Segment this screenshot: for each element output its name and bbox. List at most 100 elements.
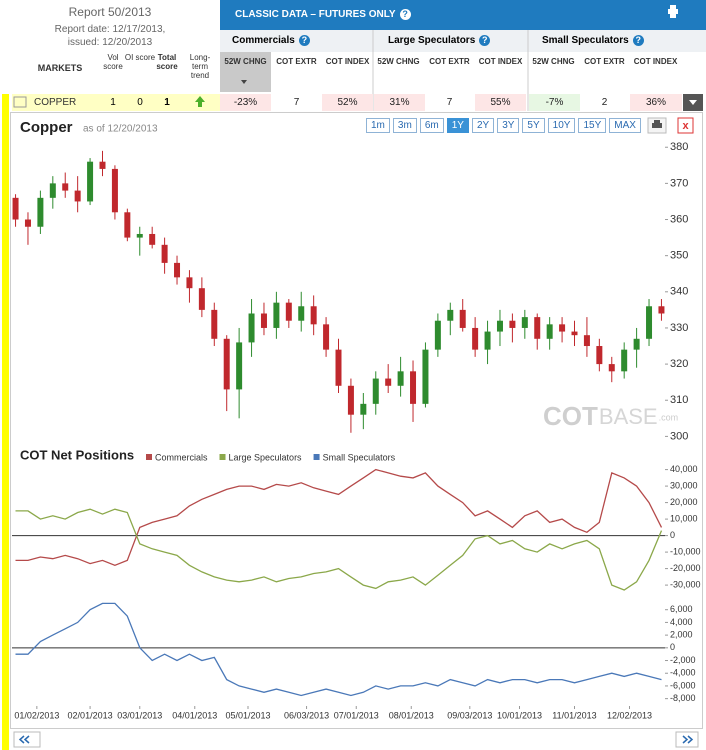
range-button[interactable]: 1m: [366, 118, 390, 133]
range-button[interactable]: MAX: [609, 118, 641, 133]
range-button[interactable]: 5Y: [522, 118, 545, 133]
column-header: Vol score: [103, 53, 123, 71]
x-tick-label: 03/01/2013: [117, 710, 162, 720]
y-tick-label: 340: [670, 286, 688, 298]
candle-body: [447, 309, 454, 321]
y-tick-label: -6,000: [670, 680, 696, 690]
column-header: Long-term trend: [189, 53, 211, 80]
candle-body: [260, 313, 267, 328]
y-tick-label: 6,000: [670, 604, 693, 614]
column-header[interactable]: COT INDEX: [325, 57, 370, 66]
candle-body: [248, 313, 255, 343]
help-icon[interactable]: ?: [479, 35, 491, 46]
x-tick-label: 08/01/2013: [389, 710, 434, 720]
candle-body: [124, 212, 131, 238]
candle-body: [658, 306, 665, 314]
print-icon: [668, 5, 678, 18]
next-glyph: [682, 735, 694, 744]
banner-title: CLASSIC DATA – FUTURES ONLY: [235, 9, 396, 20]
selection-bar: [2, 94, 9, 750]
group-name: Large Speculators: [388, 35, 476, 46]
column-header[interactable]: COT EXTR: [276, 57, 317, 66]
series-line: [15, 468, 663, 566]
legend-label: Small Speculators: [323, 452, 396, 462]
candle-body: [111, 168, 118, 213]
range-button[interactable]: 10Y: [547, 118, 576, 133]
close-button[interactable]: [677, 117, 694, 134]
legend-swatch: [219, 454, 226, 460]
candle-body: [459, 309, 466, 328]
column-header[interactable]: COT EXTR: [584, 57, 625, 66]
candle-body: [347, 385, 354, 415]
series-line: [15, 508, 663, 591]
x-tick-label: 01/02/2013: [14, 710, 59, 720]
candle-body: [186, 277, 193, 289]
range-button[interactable]: 15Y: [578, 118, 607, 133]
candle-body: [434, 320, 441, 350]
x-tick-label: 12/02/2013: [607, 710, 652, 720]
x-tick-label: 11/01/2013: [552, 710, 596, 720]
close-glyph: x: [682, 120, 689, 132]
market-name[interactable]: COPPER: [34, 97, 77, 108]
legend-label: Commercials: [155, 452, 208, 462]
watermark: COT: [543, 401, 598, 431]
candle-body: [149, 233, 156, 245]
column-header[interactable]: COT INDEX: [478, 57, 523, 66]
y-tick-label: -4,000: [670, 668, 696, 678]
score: 1: [164, 97, 170, 108]
series-line: [15, 602, 662, 697]
help-icon[interactable]: ?: [298, 35, 310, 46]
candle-body: [24, 219, 31, 227]
watermark: .com: [659, 412, 679, 422]
help-icon[interactable]: ?: [399, 9, 411, 20]
watermark: BASE: [599, 404, 658, 429]
candle-body: [49, 183, 56, 198]
candle-body: [596, 346, 603, 365]
range-button[interactable]: 2Y: [471, 118, 495, 133]
candle-body: [323, 324, 330, 350]
column-header[interactable]: 52W CHNG: [377, 57, 420, 66]
prev-button[interactable]: [13, 731, 41, 748]
candle-body: [62, 183, 69, 191]
candle-body: [472, 327, 479, 350]
x-tick-label: 07/01/2013: [334, 710, 379, 720]
print-glyph: [652, 120, 662, 128]
y-tick-label: -2,000: [670, 655, 696, 665]
x-tick-label: 06/03/2013: [284, 710, 329, 720]
range-button[interactable]: 6m: [419, 118, 444, 133]
y-tick-label: 330: [670, 322, 688, 334]
column-header[interactable]: COT INDEX: [633, 57, 678, 66]
legend-swatch: [313, 454, 320, 460]
score: 1: [110, 97, 116, 108]
y-tick-label: 310: [670, 394, 688, 406]
candle-body: [410, 371, 417, 404]
chart-frame: [10, 112, 703, 729]
banner-bg: [220, 0, 706, 30]
cell: 52%: [322, 94, 373, 111]
dropdown-arrow: [689, 100, 697, 105]
column-header[interactable]: 52W CHNG: [532, 57, 575, 66]
range-button[interactable]: 1Y: [446, 118, 469, 133]
range-buttons: 1m 3m 6m 1Y 2Y 3Y 5Y 10Y 15Y MAX: [366, 118, 644, 133]
help-icon[interactable]: ?: [632, 35, 644, 46]
score: 0: [137, 97, 143, 108]
candle-body: [385, 378, 392, 386]
cell: 2: [601, 97, 608, 108]
column-header[interactable]: COT EXTR: [429, 57, 470, 66]
y-tick-label: 0: [670, 530, 675, 540]
candle-body: [360, 403, 367, 415]
y-tick-label: 300: [670, 430, 688, 442]
column-header[interactable]: 52W CHNG: [224, 57, 267, 66]
range-button[interactable]: 3Y: [497, 118, 520, 133]
candle-body: [198, 288, 205, 310]
candle-body: [87, 161, 94, 202]
y-tick-label: 40,000: [670, 464, 698, 474]
y-tick-label: -10,000: [670, 546, 701, 556]
candle-body: [583, 335, 590, 347]
group-header: Large Speculators?: [388, 35, 491, 46]
candle-body: [335, 349, 342, 386]
x-tick-label: 02/01/2013: [68, 710, 113, 720]
candle-body: [161, 244, 168, 263]
range-button[interactable]: 3m: [392, 118, 417, 133]
